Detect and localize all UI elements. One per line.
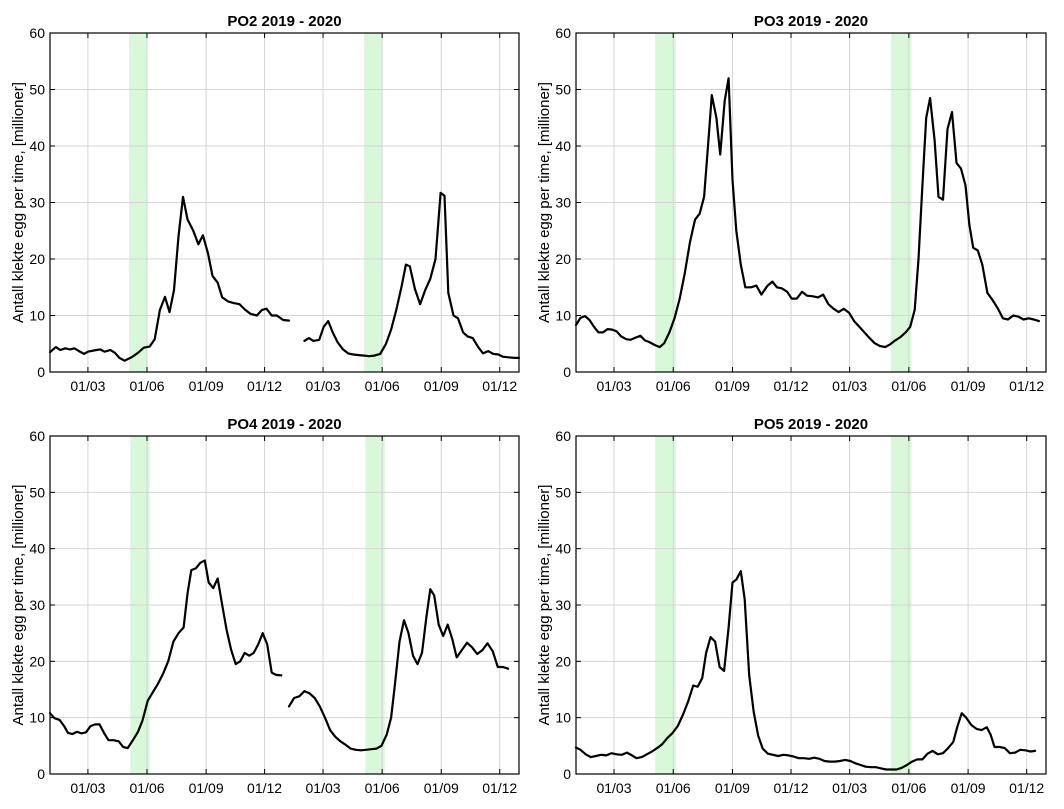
- x-tick-label: 01/12: [774, 378, 809, 394]
- x-tick-label: 01/03: [306, 780, 341, 796]
- chart-panel-2: 0 10 20 30 40 50 60 01/03 01/06 01/09 01/12 01/03 01…: [536, 13, 1047, 394]
- y-tick-label: 40: [29, 138, 45, 154]
- chart-panel-3: 0 10 20 30 40 50 60 01/03 01/06 01/09 01/12 01/03 01…: [10, 416, 520, 796]
- x-tick-label: 01/06: [365, 780, 400, 796]
- y-tick-label: 50: [555, 82, 571, 98]
- chart-title: PO3 2019 - 2020: [754, 13, 868, 30]
- axes-frame: [49, 435, 520, 775]
- series-line: [48, 195, 291, 362]
- x-tick-label: 01/09: [715, 378, 750, 394]
- axes-frame: [575, 32, 1047, 373]
- x-tick-label: 01/12: [247, 378, 282, 394]
- x-tick-label: 01/06: [365, 378, 400, 394]
- chart-panel-1: 0 10 20 30 40 50 60 01/03 01/06 01/09 01/12 01/03 01…: [10, 13, 521, 394]
- y-tick-label: 0: [563, 364, 571, 380]
- y-tick-label: 60: [29, 428, 45, 444]
- x-tick-label: 01/12: [482, 780, 517, 796]
- y-tick-label: 30: [555, 597, 571, 613]
- chart-title: PO4 2019 - 2020: [227, 416, 341, 433]
- x-tick-label: 01/03: [596, 780, 631, 796]
- x-tick-label: 01/03: [832, 378, 867, 394]
- y-tick-label: 50: [555, 484, 571, 500]
- series-line: [48, 559, 283, 750]
- y-tick-label: 40: [555, 138, 571, 154]
- x-tick-label: 01/06: [891, 780, 926, 796]
- x-tick-label: 01/09: [189, 780, 224, 796]
- y-tick-label: 50: [29, 484, 45, 500]
- x-tick-label: 01/09: [189, 378, 224, 394]
- x-tick-label: 01/12: [1009, 378, 1044, 394]
- y-tick-label: 30: [29, 597, 45, 613]
- y-tick-label: 30: [555, 195, 571, 211]
- x-tick-label: 01/06: [656, 378, 691, 394]
- series-line: [574, 77, 1041, 349]
- y-tick-label: 60: [555, 25, 571, 41]
- chart-title: PO5 2019 - 2020: [754, 416, 868, 433]
- y-tick-label: 30: [29, 195, 45, 211]
- x-tick-label: 01/09: [715, 780, 750, 796]
- y-tick-label: 40: [555, 541, 571, 557]
- x-tick-label: 01/06: [891, 378, 926, 394]
- y-tick-label: 10: [555, 710, 571, 726]
- x-tick-label: 01/12: [1009, 780, 1044, 796]
- axes-frame: [49, 32, 520, 373]
- y-tick-label: 20: [29, 251, 45, 267]
- x-tick-label: 01/12: [482, 378, 517, 394]
- y-tick-label: 40: [29, 541, 45, 557]
- y-axis-label: Antall klekte egg per time, [millioner]: [536, 485, 553, 726]
- y-axis-label: Antall klekte egg per time, [millioner]: [10, 485, 27, 726]
- y-tick-label: 60: [29, 25, 45, 41]
- axes-frame: [575, 435, 1047, 775]
- y-tick-label: 10: [29, 308, 45, 324]
- y-tick-label: 10: [29, 710, 45, 726]
- x-tick-label: 01/09: [424, 780, 459, 796]
- series-line: [303, 191, 521, 359]
- x-tick-label: 01/03: [70, 780, 105, 796]
- y-tick-label: 20: [555, 653, 571, 669]
- y-axis-label: Antall klekte egg per time, [millioner]: [10, 82, 27, 323]
- chart-panel-4: 0 10 20 30 40 50 60 01/03 01/06 01/09 01/12 01/03 01…: [536, 416, 1047, 796]
- chart-title: PO2 2019 - 2020: [227, 13, 341, 30]
- x-tick-label: 01/09: [424, 378, 459, 394]
- x-tick-label: 01/12: [247, 780, 282, 796]
- y-tick-label: 50: [29, 82, 45, 98]
- x-tick-label: 01/09: [951, 378, 986, 394]
- y-tick-label: 0: [563, 766, 571, 782]
- y-tick-label: 10: [555, 308, 571, 324]
- y-tick-label: 0: [37, 766, 45, 782]
- y-axis-label: Antall klekte egg per time, [millioner]: [536, 82, 553, 323]
- y-tick-label: 20: [29, 653, 45, 669]
- y-tick-label: 20: [555, 251, 571, 267]
- x-tick-label: 01/06: [129, 378, 164, 394]
- x-tick-label: 01/03: [832, 780, 867, 796]
- series-line: [287, 588, 510, 752]
- x-tick-label: 01/06: [656, 780, 691, 796]
- x-tick-label: 01/03: [70, 378, 105, 394]
- x-tick-label: 01/03: [596, 378, 631, 394]
- y-tick-label: 60: [555, 428, 571, 444]
- x-tick-label: 01/03: [306, 378, 341, 394]
- x-tick-label: 01/09: [951, 780, 986, 796]
- y-tick-label: 0: [37, 364, 45, 380]
- series-line: [574, 570, 1037, 771]
- x-tick-label: 01/12: [774, 780, 809, 796]
- x-tick-label: 01/06: [129, 780, 164, 796]
